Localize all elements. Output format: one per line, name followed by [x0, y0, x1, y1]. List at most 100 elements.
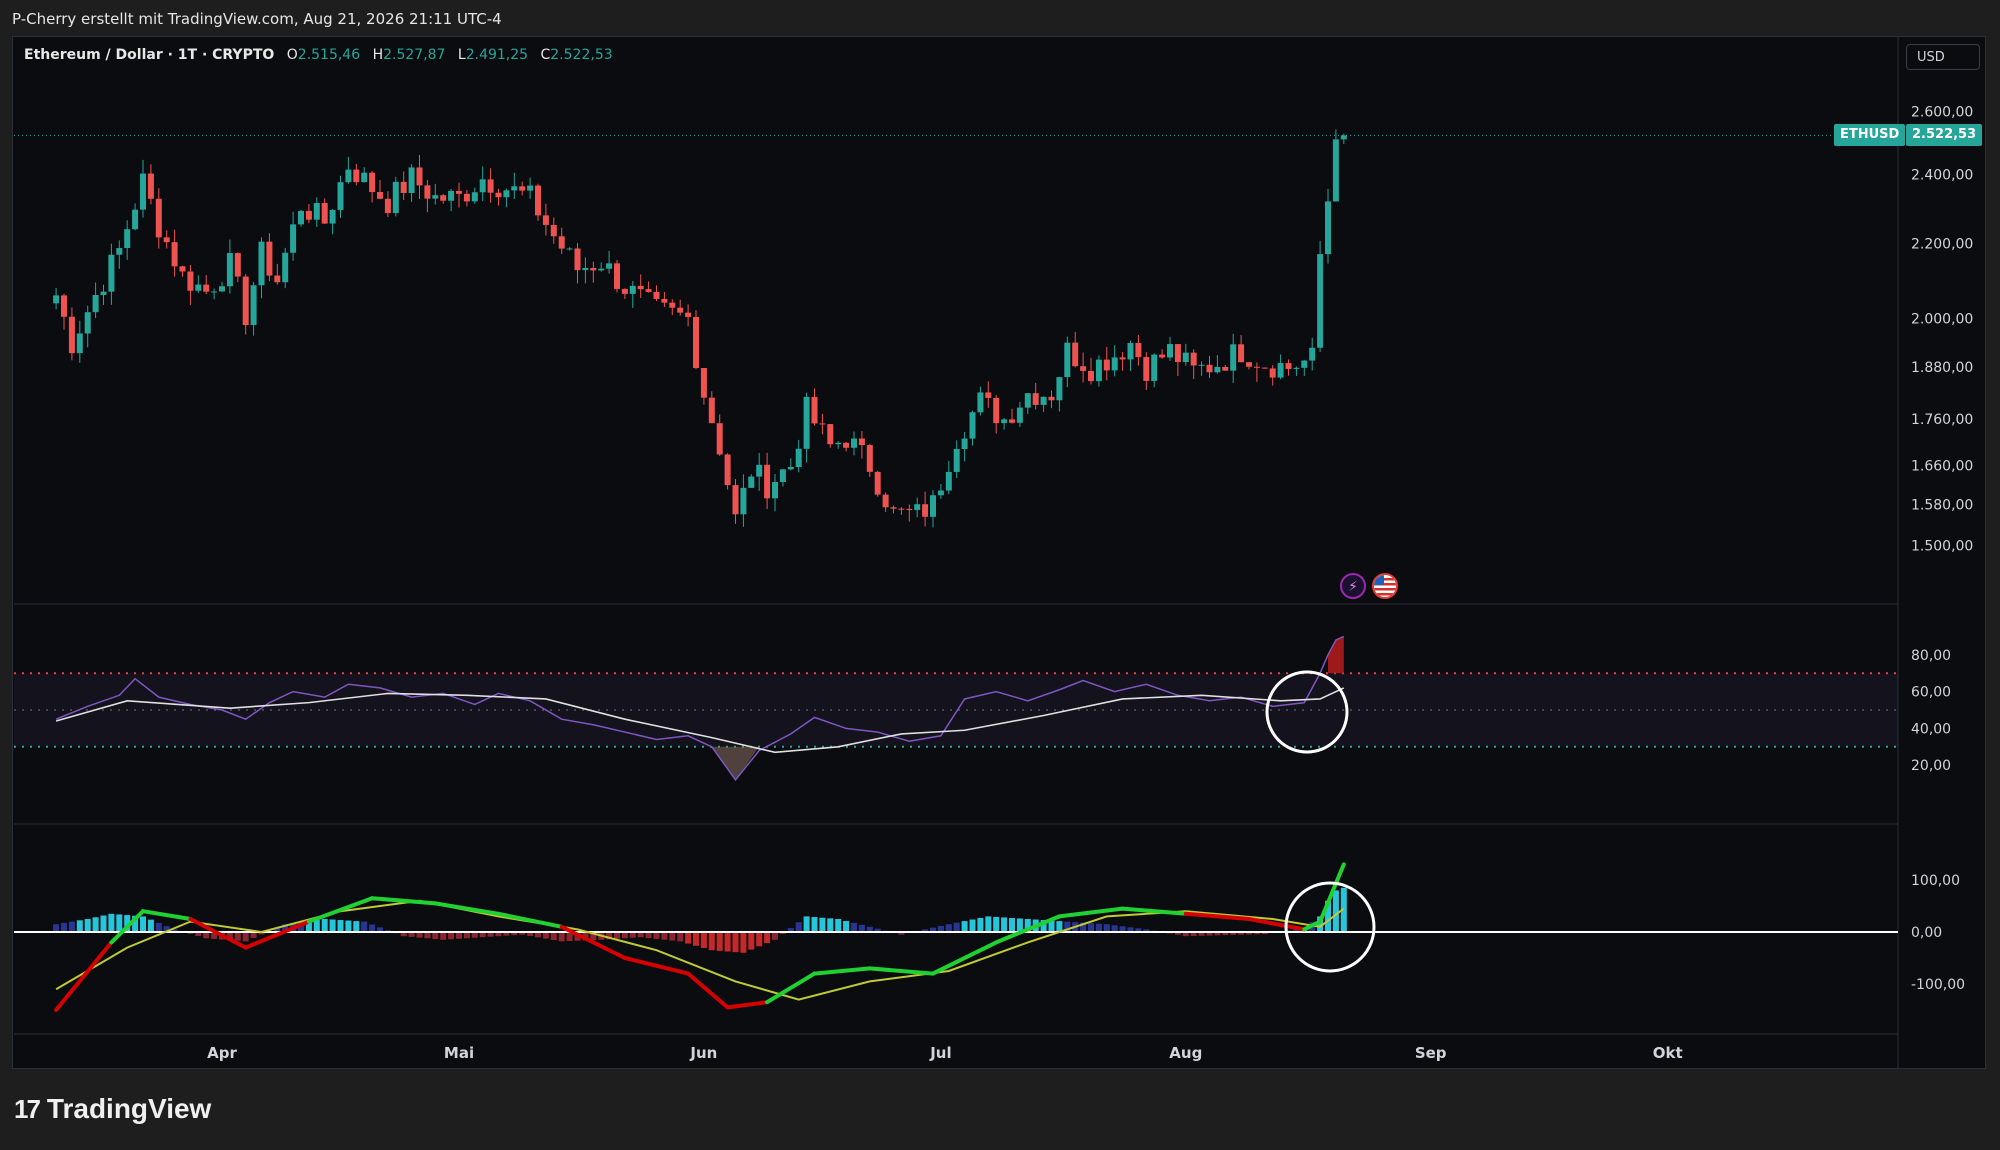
- candle-body: [795, 448, 802, 467]
- macd-line-segment: [54, 940, 114, 1012]
- time-axis-tick: Aug: [1169, 1044, 1202, 1062]
- candle-body: [155, 198, 162, 238]
- macd-histogram-bar: [1198, 932, 1205, 936]
- candle-body: [1016, 407, 1023, 423]
- macd-histogram-bar: [226, 932, 233, 941]
- macd-histogram-bar: [76, 920, 83, 932]
- us-flag-event-icon[interactable]: [1372, 573, 1398, 599]
- candle-body: [1309, 347, 1316, 361]
- candle-body: [1032, 393, 1039, 405]
- macd-line-segment: [765, 971, 817, 1005]
- macd-histogram-bar: [140, 916, 146, 932]
- tradingview-logo: 17: [14, 1093, 41, 1124]
- macd-line-segment: [686, 971, 730, 1010]
- candle-body: [361, 172, 368, 183]
- macd-line-segment: [1302, 919, 1323, 932]
- macd-histogram-bar: [124, 915, 131, 932]
- rsi-overbought-fill: [1328, 636, 1344, 674]
- macd-histogram-bar: [748, 932, 755, 950]
- candle-body: [353, 169, 360, 183]
- candle-body: [621, 288, 628, 294]
- macd-histogram-bar: [1056, 921, 1063, 932]
- high-value: 2.527,87: [383, 47, 446, 63]
- macd-histogram-bar: [400, 932, 407, 937]
- macd-histogram-bar: [637, 932, 644, 938]
- price-axis-tick: 1.660,00: [1911, 458, 1973, 474]
- candle-body: [542, 215, 549, 225]
- macd-histogram-bar: [700, 932, 707, 948]
- macd-histogram-bar: [843, 920, 850, 932]
- macd-signal-line: [55, 899, 1345, 1001]
- macd-histogram-bar: [416, 932, 423, 938]
- candle-body: [290, 224, 297, 253]
- candle-body: [724, 454, 731, 486]
- macd-histogram-bar: [827, 918, 834, 932]
- candle-body: [337, 182, 344, 210]
- macd-histogram-bar: [100, 915, 107, 932]
- macd-line-segment: [1120, 906, 1188, 916]
- macd-histogram-bar: [558, 932, 565, 942]
- macd-histogram-bar: [1001, 917, 1008, 932]
- candle-body: [614, 263, 620, 289]
- candle-body: [716, 423, 723, 455]
- macd-histogram-bar: [408, 932, 415, 937]
- macd-histogram-bar: [1135, 928, 1142, 932]
- macd-histogram-bar: [977, 917, 984, 932]
- candle-body: [874, 471, 881, 495]
- macd-histogram-bar: [740, 932, 747, 953]
- macd-histogram-bar: [1214, 932, 1221, 936]
- candle-body: [961, 438, 968, 449]
- macd-histogram-bar: [653, 932, 660, 939]
- ohlc-legend: Ethereum / Dollar · 1T · CRYPTO O2.515,4…: [24, 47, 613, 63]
- macd-histogram-bar: [203, 932, 210, 939]
- candle-body: [898, 508, 905, 510]
- macd-line-segment: [622, 956, 691, 976]
- macd-line-segment: [994, 914, 1062, 945]
- candle-body: [1269, 368, 1276, 378]
- macd-histogram-bar: [282, 924, 289, 932]
- macd-histogram-bar: [803, 916, 810, 932]
- currency-button[interactable]: USD: [1906, 44, 1980, 70]
- rsi-highlight-circle: [1265, 670, 1349, 754]
- tradingview-brand[interactable]: 17 TradingView: [14, 1093, 211, 1125]
- candle-body: [779, 469, 786, 483]
- macd-histogram-bar: [1332, 890, 1339, 932]
- rsi-axis-tick: 80,00: [1911, 648, 1951, 664]
- macd-line-segment: [306, 896, 375, 924]
- macd-axis-tick: 100,00: [1911, 873, 1960, 889]
- symbol-label[interactable]: Ethereum / Dollar · 1T · CRYPTO: [24, 47, 275, 63]
- time-axis-tick: Jun: [689, 1044, 717, 1062]
- macd-histogram-bar: [305, 921, 312, 932]
- candle-body: [669, 302, 676, 308]
- macd-histogram-bar: [542, 932, 549, 939]
- candle-body: [400, 181, 407, 193]
- macd-histogram-bar: [550, 932, 557, 941]
- candle-body: [661, 298, 668, 303]
- candle-body: [1332, 139, 1339, 202]
- candle-body: [266, 241, 273, 276]
- candle-body: [748, 476, 755, 488]
- macd-histogram-bar: [961, 921, 968, 932]
- macd-histogram-bar: [369, 924, 376, 932]
- candle-body: [1167, 344, 1173, 358]
- candle-body: [1009, 419, 1015, 423]
- candle-body: [787, 466, 794, 470]
- candle-body: [211, 291, 218, 293]
- candle-body: [298, 210, 304, 225]
- macd-line-segment: [1318, 862, 1346, 924]
- lightning-event-icon[interactable]: ⚡: [1340, 573, 1366, 599]
- candle-body: [1301, 360, 1308, 368]
- time-axis-tick: Sep: [1415, 1044, 1447, 1062]
- macd-histogram-bar: [234, 932, 241, 941]
- candle-body: [1190, 352, 1197, 366]
- candle-body: [345, 169, 352, 183]
- candle-body: [195, 284, 202, 291]
- candle-body: [392, 181, 399, 214]
- price-candles: [53, 129, 1347, 528]
- macd-histogram-bar: [811, 917, 818, 932]
- macd-histogram-bar: [1222, 932, 1229, 936]
- macd-line-segment: [1183, 911, 1251, 921]
- macd-histogram-bar: [1040, 920, 1047, 932]
- macd-histogram-bar: [922, 929, 929, 932]
